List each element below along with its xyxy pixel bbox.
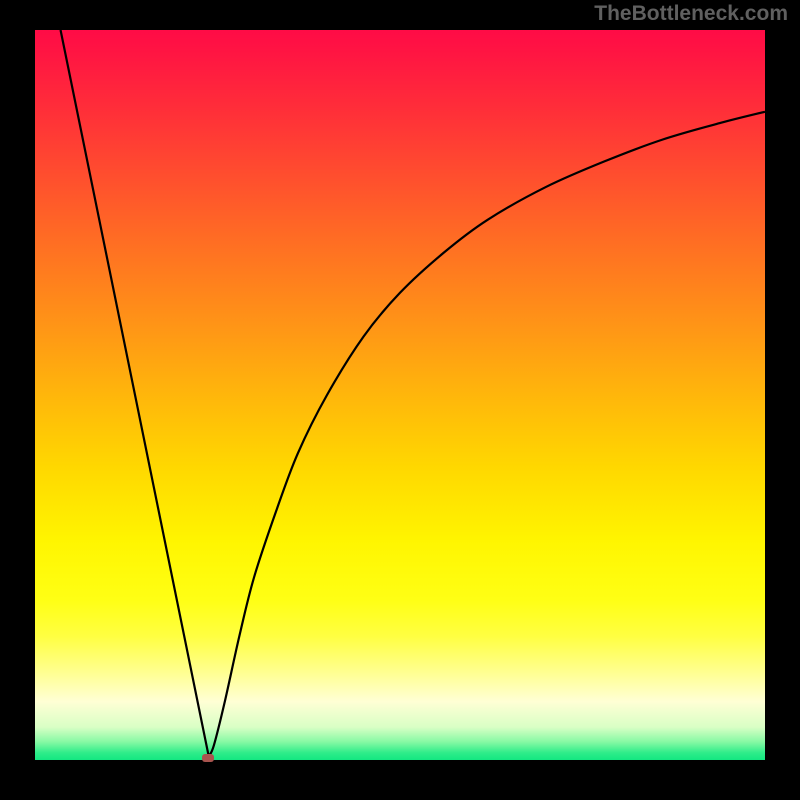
- curve-layer: [35, 30, 765, 760]
- bottleneck-curve: [61, 30, 765, 756]
- plot-area: [35, 30, 765, 760]
- minimum-marker: [202, 754, 214, 762]
- chart-container: TheBottleneck.com: [0, 0, 800, 800]
- watermark-text: TheBottleneck.com: [594, 2, 788, 26]
